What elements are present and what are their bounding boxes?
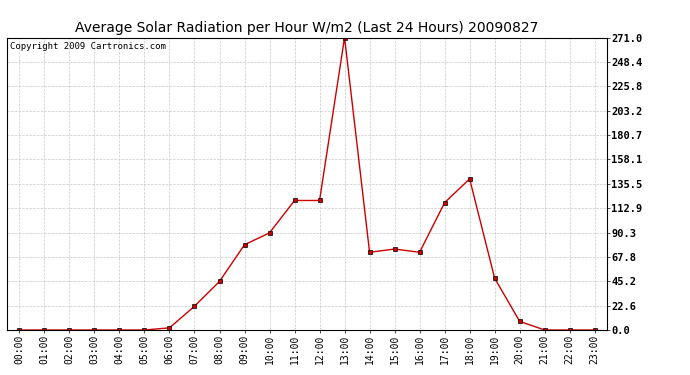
Title: Average Solar Radiation per Hour W/m2 (Last 24 Hours) 20090827: Average Solar Radiation per Hour W/m2 (L… [75, 21, 539, 35]
Text: Copyright 2009 Cartronics.com: Copyright 2009 Cartronics.com [10, 42, 166, 51]
